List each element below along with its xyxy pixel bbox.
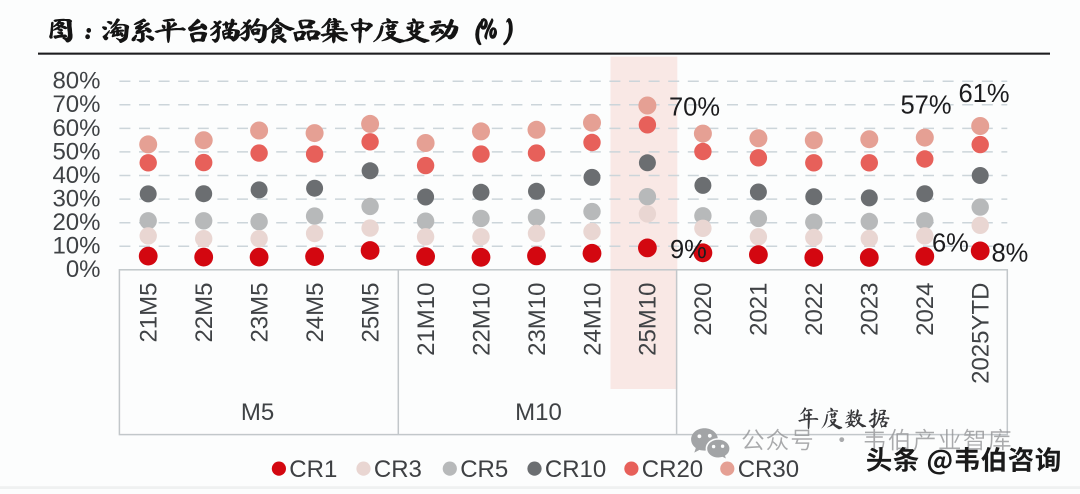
svg-text:CR5: CR5 [460,456,508,483]
svg-text:23M10: 23M10 [524,283,551,356]
svg-text:22M5: 22M5 [191,283,218,343]
svg-text:2023: 2023 [857,283,884,336]
svg-text:CR10: CR10 [545,456,606,483]
svg-text:30%: 30% [52,186,100,213]
svg-text:CR30: CR30 [738,456,799,483]
svg-text:M10: M10 [515,399,562,426]
svg-text:6%: 6% [932,230,969,258]
svg-text:24M5: 24M5 [302,283,329,343]
svg-text:25M5: 25M5 [357,283,384,343]
svg-text:70%: 70% [669,94,720,122]
svg-text:21M5: 21M5 [136,283,163,343]
svg-text:20%: 20% [52,209,100,236]
svg-text:57%: 57% [901,92,952,120]
svg-text:70%: 70% [52,91,100,118]
svg-text:2022: 2022 [801,283,828,336]
svg-text:M5: M5 [241,399,274,426]
svg-text:2020: 2020 [690,283,717,336]
svg-text:2024: 2024 [912,283,939,336]
svg-text:CR1: CR1 [289,456,337,483]
svg-text:50%: 50% [52,138,100,165]
svg-text:2021: 2021 [746,283,773,336]
svg-text:8%: 8% [992,240,1029,268]
svg-text:61%: 61% [959,80,1010,108]
svg-text:9%: 9% [670,236,707,264]
svg-text:21M10: 21M10 [413,283,440,356]
svg-text:80%: 80% [52,68,100,95]
svg-text:CR3: CR3 [374,456,422,483]
svg-text:10%: 10% [52,233,100,260]
svg-text:2025YTD: 2025YTD [968,283,995,384]
svg-text:25M10: 25M10 [635,283,662,356]
svg-text:40%: 40% [52,162,100,189]
svg-text:22M10: 22M10 [468,283,495,356]
svg-text:60%: 60% [52,115,100,142]
svg-text:23M5: 23M5 [246,283,273,343]
svg-text:24M10: 24M10 [579,283,606,356]
svg-text:CR20: CR20 [642,456,703,483]
svg-text:0%: 0% [66,256,101,283]
